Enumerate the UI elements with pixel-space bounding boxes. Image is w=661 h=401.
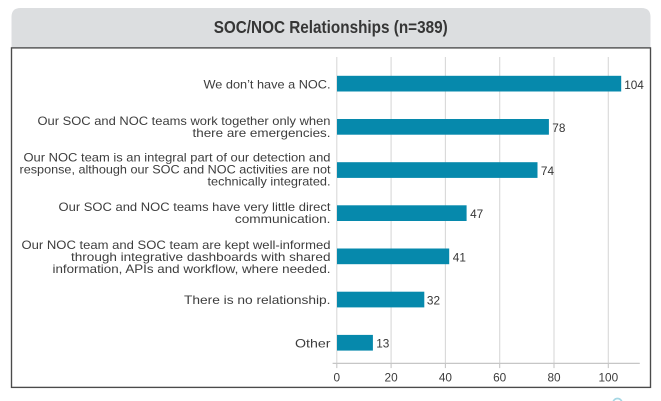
svg-text:there are emergencies.: there are emergencies. [193, 126, 331, 140]
svg-text:Our NOC team is an integral pa: Our NOC team is an integral part of our … [24, 151, 331, 165]
svg-text:We don’t have a NOC.: We don’t have a NOC. [204, 77, 331, 91]
svg-text:0: 0 [334, 370, 341, 384]
svg-text:47: 47 [470, 207, 483, 221]
svg-text:78: 78 [552, 121, 566, 135]
svg-text:20: 20 [385, 370, 399, 384]
svg-text:32: 32 [427, 293, 440, 307]
svg-text:Our SOC and NOC teams work tog: Our SOC and NOC teams work together only… [38, 114, 331, 128]
svg-text:60: 60 [493, 370, 507, 384]
svg-text:information, APIs and workflow: information, APIs and workflow, where ne… [53, 262, 331, 276]
svg-text:Our NOC team and SOC team are: Our NOC team and SOC team are kept well-… [22, 238, 331, 252]
svg-text:SOC/NOC Relationships (n=389): SOC/NOC Relationships (n=389) [214, 17, 448, 37]
svg-text:100: 100 [598, 370, 618, 384]
svg-text:13: 13 [376, 337, 390, 351]
svg-text:Other: Other [295, 336, 331, 350]
svg-text:41: 41 [453, 250, 466, 264]
svg-text:technically integrated.: technically integrated. [208, 174, 331, 188]
svg-text:response, although our SOC and: response, although our SOC and NOC activ… [20, 163, 332, 177]
svg-text:80: 80 [547, 370, 561, 384]
svg-text:through integrative dashboards: through integrative dashboards with shar… [71, 250, 331, 264]
svg-text:40: 40 [439, 370, 453, 384]
svg-text:74: 74 [541, 164, 555, 178]
svg-text:104: 104 [624, 78, 644, 92]
svg-text:There is no relationship.: There is no relationship. [184, 293, 331, 307]
svg-text:Our SOC and NOC teams have ver: Our SOC and NOC teams have very little d… [59, 200, 332, 214]
svg-text:communication.: communication. [235, 212, 331, 226]
